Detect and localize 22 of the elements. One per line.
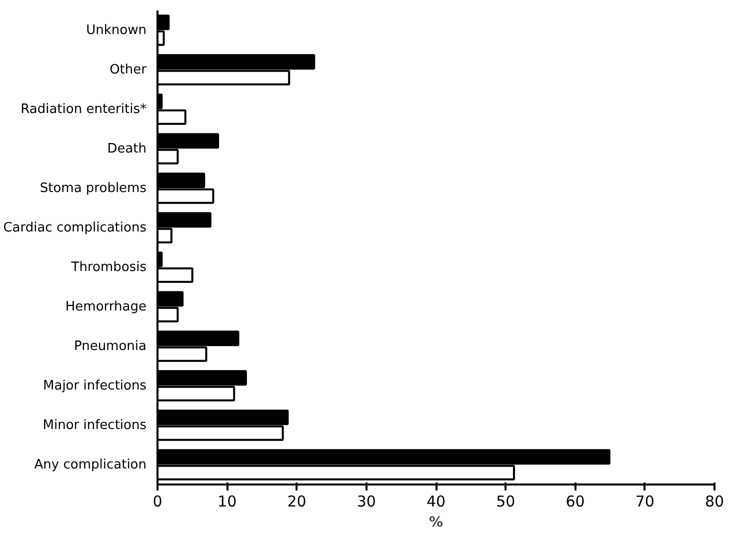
y-tick-label: Cardiac complications — [3, 220, 147, 236]
x-tick-label: 70 — [635, 492, 654, 510]
y-tick-label: Stoma problems — [40, 180, 147, 196]
y-tick-label: Major infections — [43, 378, 147, 394]
y-tick-label: Death — [107, 141, 146, 156]
x-tick-label: 40 — [426, 492, 446, 510]
x-tick-label: 50 — [496, 492, 516, 510]
x-tick-label: 0 — [152, 492, 162, 510]
y-tick-label: Any complication — [34, 457, 147, 472]
y-tick-label: Other — [110, 62, 148, 78]
y-tick-label: Unknown — [86, 22, 147, 38]
x-tick-label: 60 — [566, 492, 585, 510]
y-tick-label: Hemorrhage — [65, 299, 147, 314]
y-tick-label: Radiation enteritis* — [20, 102, 147, 117]
y-tick-label: Thrombosis — [70, 260, 147, 275]
y-tick-label: Pneumonia — [74, 338, 147, 354]
x-tick-label: 30 — [356, 492, 376, 510]
x-tick-label: 20 — [287, 492, 306, 510]
y-tick-label: Minor infections — [42, 418, 147, 433]
x-tick-label: 10 — [218, 492, 237, 510]
x-tick-label: 80 — [704, 492, 724, 510]
x-axis-title: % — [428, 514, 444, 530]
